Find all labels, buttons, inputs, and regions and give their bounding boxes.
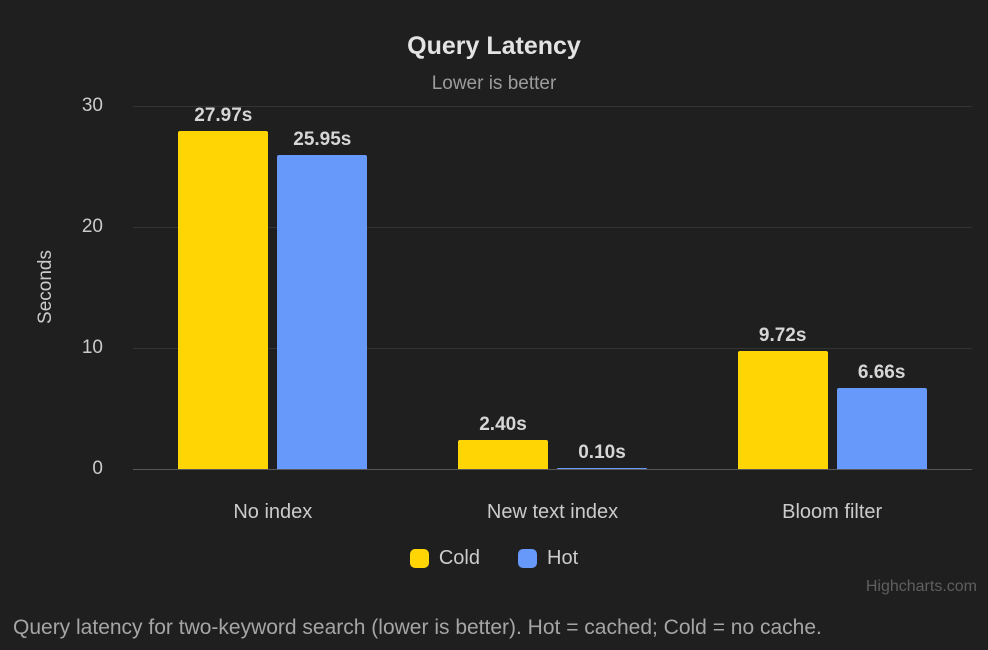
y-axis-title: Seconds <box>35 250 56 324</box>
bar-cold-no-index[interactable] <box>178 130 269 469</box>
legend-item-hot[interactable]: Hot <box>518 547 578 570</box>
chart-caption: Query latency for two-keyword search (lo… <box>13 616 822 639</box>
legend-swatch-cold <box>409 548 429 568</box>
category-label-new-text-index: New text index <box>486 501 619 523</box>
bar-hot-new-text-index[interactable] <box>557 467 647 469</box>
bar-hot-bloom-filter[interactable] <box>836 388 927 469</box>
legend-label-hot: Hot <box>547 546 579 569</box>
y-tick-label: 30 <box>81 95 103 116</box>
category-label-bloom-filter: Bloom filter <box>782 501 883 523</box>
y-gridline <box>133 106 972 107</box>
data-label-hot-no-index: 25.95s <box>293 129 352 151</box>
bar-cold-bloom-filter[interactable] <box>737 351 828 469</box>
legend-item-cold[interactable]: Cold <box>409 546 480 570</box>
y-tick-label: 0 <box>92 458 103 479</box>
data-label-cold-no-index: 27.97s <box>194 104 253 126</box>
plot-area: 27.97s 25.95s 2.40s 0.10s 9.72s 6.66s <box>133 104 972 470</box>
bar-hot-no-index[interactable] <box>277 155 368 469</box>
y-tick-label: 20 <box>81 216 103 237</box>
y-tick-label: 10 <box>81 337 103 358</box>
chart-subtitle: Lower is better <box>431 73 557 94</box>
highcharts-credits-link[interactable]: Highcharts.com <box>865 578 977 595</box>
data-label-cold-bloom-filter: 9.72s <box>758 325 807 347</box>
legend: Cold Hot <box>0 546 988 570</box>
data-label-hot-bloom-filter: 6.66s <box>857 362 906 384</box>
category-label-no-index: No index <box>233 501 313 523</box>
y-gridline <box>133 348 972 349</box>
y-gridline <box>133 227 972 228</box>
legend-label-cold: Cold <box>438 546 480 569</box>
data-label-hot-new-text-index: 0.10s <box>578 441 626 463</box>
chart-title: Query Latency <box>407 32 581 60</box>
data-label-cold-new-text-index: 2.40s <box>479 413 527 435</box>
x-axis-line <box>133 469 972 470</box>
bar-cold-new-text-index[interactable] <box>458 439 548 469</box>
legend-swatch-hot <box>518 548 537 568</box>
